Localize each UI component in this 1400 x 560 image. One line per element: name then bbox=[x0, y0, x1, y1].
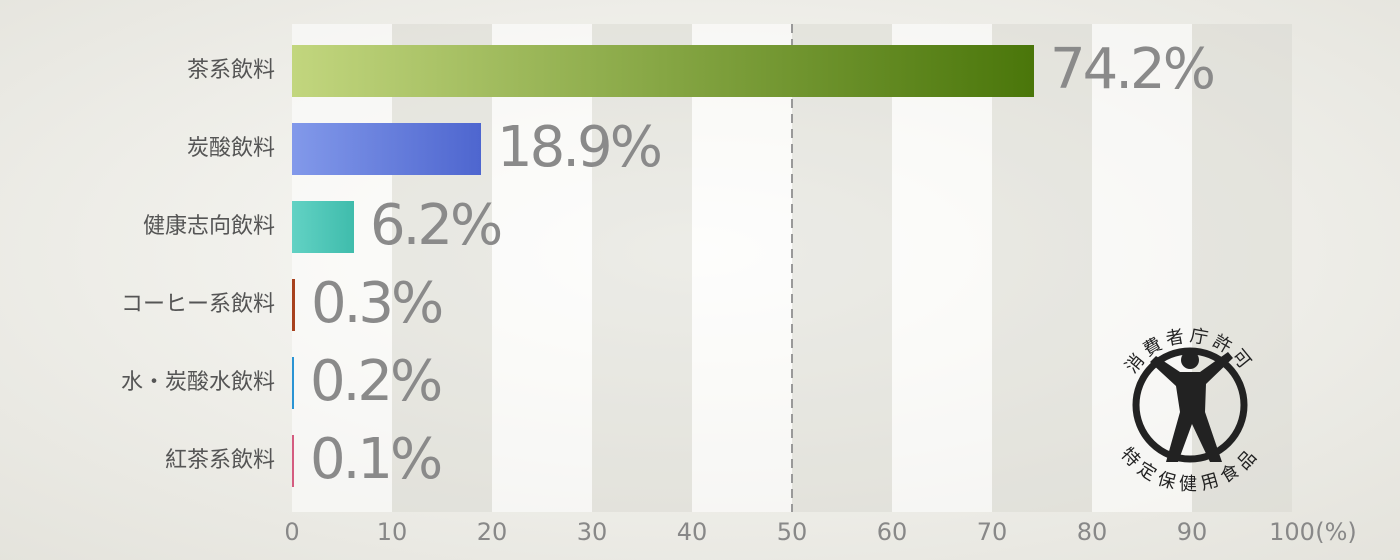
bar bbox=[292, 357, 294, 409]
grid-band bbox=[892, 24, 992, 512]
grid-band bbox=[392, 24, 492, 512]
grid-band bbox=[792, 24, 892, 512]
bar bbox=[292, 279, 295, 331]
x-tick-label: 10 bbox=[377, 518, 408, 546]
category-label: コーヒー系飲料 bbox=[121, 292, 275, 317]
grid-band bbox=[692, 24, 792, 512]
category-label: 水・炭酸水飲料 bbox=[121, 370, 275, 395]
bar bbox=[292, 45, 1034, 97]
value-label: 18.9% bbox=[497, 115, 661, 180]
grid-band bbox=[592, 24, 692, 512]
bar bbox=[292, 201, 354, 253]
logo-head bbox=[1181, 351, 1199, 369]
x-axis-unit: (%) bbox=[1315, 518, 1357, 546]
x-tick-label: 20 bbox=[477, 518, 508, 546]
value-label: 0.2% bbox=[310, 349, 441, 414]
bar bbox=[292, 123, 481, 175]
x-tick-label: 80 bbox=[1077, 518, 1108, 546]
value-label: 6.2% bbox=[370, 193, 501, 258]
x-tick-label: 50 bbox=[777, 518, 808, 546]
category-label: 炭酸飲料 bbox=[187, 136, 275, 161]
category-label: 茶系飲料 bbox=[187, 58, 275, 83]
x-tick-label: 100 bbox=[1269, 518, 1315, 546]
value-label: 0.3% bbox=[311, 271, 442, 336]
x-tick-label: 90 bbox=[1177, 518, 1208, 546]
value-label: 74.2% bbox=[1050, 37, 1214, 102]
logo-figure bbox=[1150, 352, 1233, 462]
x-tick-label: 40 bbox=[677, 518, 708, 546]
x-tick-label: 70 bbox=[977, 518, 1008, 546]
category-label: 紅茶系飲料 bbox=[165, 448, 275, 473]
bar bbox=[292, 435, 294, 487]
x-tick-label: 60 bbox=[877, 518, 908, 546]
x-tick-label: 0 bbox=[284, 518, 299, 546]
grid-band bbox=[992, 24, 1092, 512]
value-label: 0.1% bbox=[310, 427, 441, 492]
x-tick-label: 30 bbox=[577, 518, 608, 546]
category-label: 健康志向飲料 bbox=[143, 214, 275, 239]
grid-band bbox=[492, 24, 592, 512]
grid-band bbox=[292, 24, 392, 512]
